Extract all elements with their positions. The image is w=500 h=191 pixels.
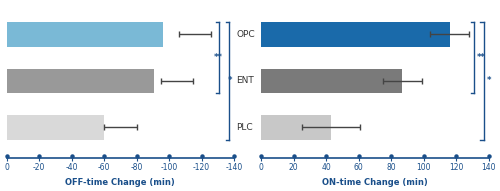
Bar bbox=[261, 115, 331, 140]
Bar bbox=[6, 115, 104, 140]
Text: PLC: PLC bbox=[236, 123, 253, 132]
Text: ENT: ENT bbox=[236, 76, 254, 85]
X-axis label: ON-time Change (min): ON-time Change (min) bbox=[322, 178, 428, 187]
X-axis label: OFF-time Change (min): OFF-time Change (min) bbox=[66, 178, 175, 187]
Bar bbox=[6, 69, 154, 93]
Bar bbox=[261, 69, 402, 93]
Text: **: ** bbox=[214, 53, 222, 62]
Text: **: ** bbox=[477, 53, 486, 62]
Text: OPC: OPC bbox=[236, 30, 255, 39]
Text: *: * bbox=[228, 76, 232, 85]
Bar bbox=[6, 22, 162, 47]
Text: *: * bbox=[487, 76, 492, 85]
Bar bbox=[261, 22, 450, 47]
